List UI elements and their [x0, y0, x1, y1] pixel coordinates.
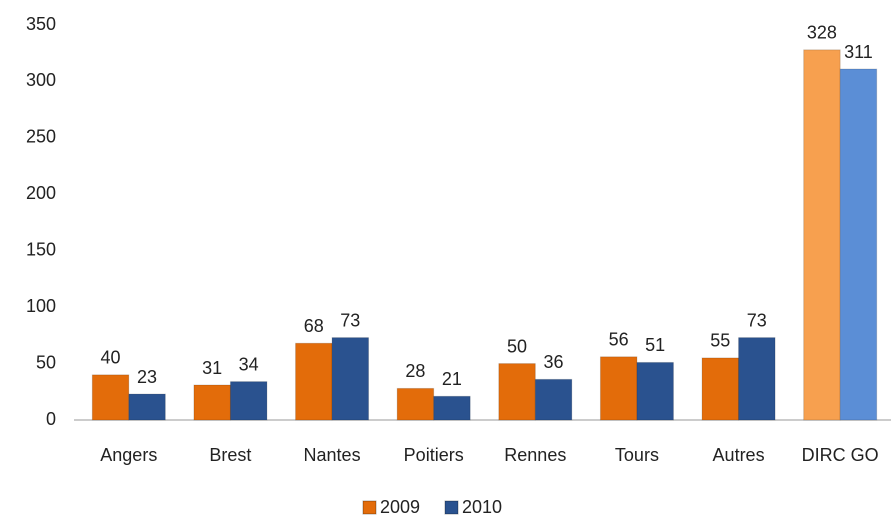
y-tick-label: 250 [26, 127, 56, 147]
x-tick-label: Nantes [304, 445, 361, 465]
value-label: 56 [609, 330, 629, 350]
x-tick-label: Autres [713, 445, 765, 465]
value-label: 68 [304, 316, 324, 336]
bar [534, 378, 573, 421]
bar [803, 49, 841, 421]
y-tick-label: 0 [46, 409, 56, 429]
y-tick-label: 350 [26, 14, 56, 34]
bar [839, 68, 878, 421]
x-tick-label: DIRC GO [802, 445, 879, 465]
value-label: 328 [807, 23, 837, 43]
x-tick-label: Rennes [504, 445, 566, 465]
y-tick-label: 300 [26, 70, 56, 90]
bar [636, 361, 674, 421]
value-label: 73 [747, 310, 767, 330]
x-tick-label: Tours [615, 445, 659, 465]
value-label: 311 [844, 42, 873, 62]
bar [128, 393, 166, 421]
legend-swatch [444, 500, 459, 515]
value-label: 40 [101, 348, 121, 368]
bar [599, 356, 638, 421]
bar [229, 381, 268, 421]
y-tick-label: 50 [36, 352, 56, 372]
value-label: 55 [710, 331, 730, 351]
x-tick-label: Brest [209, 445, 251, 465]
value-label: 51 [645, 335, 665, 355]
value-label: 28 [405, 361, 425, 381]
y-tick-label: 100 [26, 296, 56, 316]
bar [498, 363, 536, 421]
value-label: 50 [507, 336, 527, 356]
bar [91, 374, 130, 421]
value-label: 31 [202, 358, 222, 378]
y-tick-label: 200 [26, 183, 56, 203]
value-label: 21 [442, 369, 462, 389]
bar [396, 387, 435, 421]
x-tick-label: Angers [100, 445, 157, 465]
bar [433, 395, 471, 421]
legend-swatch [362, 500, 377, 515]
value-label: 34 [239, 354, 259, 374]
x-tick-label: Poitiers [404, 445, 464, 465]
value-label: 23 [137, 367, 157, 387]
bar [193, 384, 231, 421]
legend-label: 2009 [380, 497, 420, 517]
bar [331, 337, 370, 421]
y-tick-label: 150 [26, 239, 56, 259]
value-label: 73 [340, 310, 360, 330]
legend-label: 2010 [462, 497, 502, 517]
bar [295, 342, 333, 421]
value-label: 36 [544, 352, 564, 372]
bar [738, 337, 776, 421]
bar [701, 357, 740, 421]
